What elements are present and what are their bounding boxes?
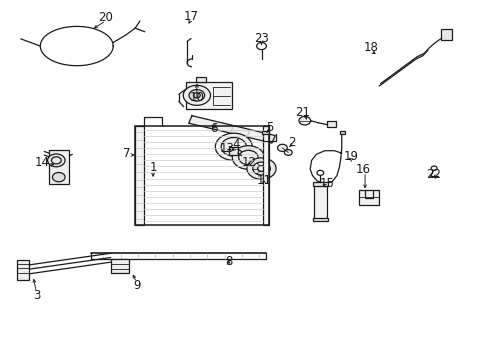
Circle shape xyxy=(256,42,266,50)
Bar xyxy=(312,182,327,186)
Text: 19: 19 xyxy=(343,150,358,163)
Text: 12: 12 xyxy=(242,156,256,169)
Bar xyxy=(196,77,205,82)
Text: 11: 11 xyxy=(256,174,271,186)
Circle shape xyxy=(430,166,436,170)
Text: 5: 5 xyxy=(265,121,273,134)
Text: 15: 15 xyxy=(319,177,334,190)
Circle shape xyxy=(215,133,252,160)
Bar xyxy=(358,190,378,205)
Circle shape xyxy=(246,158,276,179)
Bar xyxy=(135,126,268,225)
Circle shape xyxy=(47,154,65,167)
Circle shape xyxy=(316,170,323,175)
Bar xyxy=(339,131,344,134)
Bar xyxy=(263,126,268,225)
Text: 3: 3 xyxy=(33,288,40,302)
Text: 8: 8 xyxy=(225,255,232,268)
Text: 2: 2 xyxy=(287,136,295,149)
Circle shape xyxy=(284,150,291,156)
Bar xyxy=(312,217,327,221)
Bar xyxy=(17,260,29,280)
Circle shape xyxy=(183,85,210,105)
Text: 17: 17 xyxy=(183,10,198,23)
Polygon shape xyxy=(188,116,275,143)
Text: 22: 22 xyxy=(425,168,440,181)
Bar xyxy=(186,82,232,109)
Text: 4: 4 xyxy=(231,139,239,152)
Bar xyxy=(441,28,451,40)
Circle shape xyxy=(52,172,65,182)
Text: 18: 18 xyxy=(363,41,378,54)
Bar xyxy=(135,126,143,225)
Circle shape xyxy=(232,146,264,169)
Circle shape xyxy=(189,90,204,101)
Text: 14: 14 xyxy=(34,156,49,169)
Bar xyxy=(111,258,129,273)
Text: 21: 21 xyxy=(295,105,310,119)
Circle shape xyxy=(277,144,287,152)
Text: 7: 7 xyxy=(122,147,130,160)
Bar xyxy=(326,121,335,127)
Text: 20: 20 xyxy=(98,11,113,24)
Bar xyxy=(228,147,237,155)
Text: 23: 23 xyxy=(254,32,268,45)
Circle shape xyxy=(298,116,310,125)
Bar xyxy=(49,150,69,184)
Bar xyxy=(261,131,268,134)
Text: 1: 1 xyxy=(149,161,157,174)
Text: 10: 10 xyxy=(189,91,204,104)
Text: 16: 16 xyxy=(355,163,370,176)
Bar xyxy=(313,185,326,219)
Text: 6: 6 xyxy=(210,122,218,135)
Text: 9: 9 xyxy=(133,279,140,292)
Text: 13: 13 xyxy=(220,142,234,155)
